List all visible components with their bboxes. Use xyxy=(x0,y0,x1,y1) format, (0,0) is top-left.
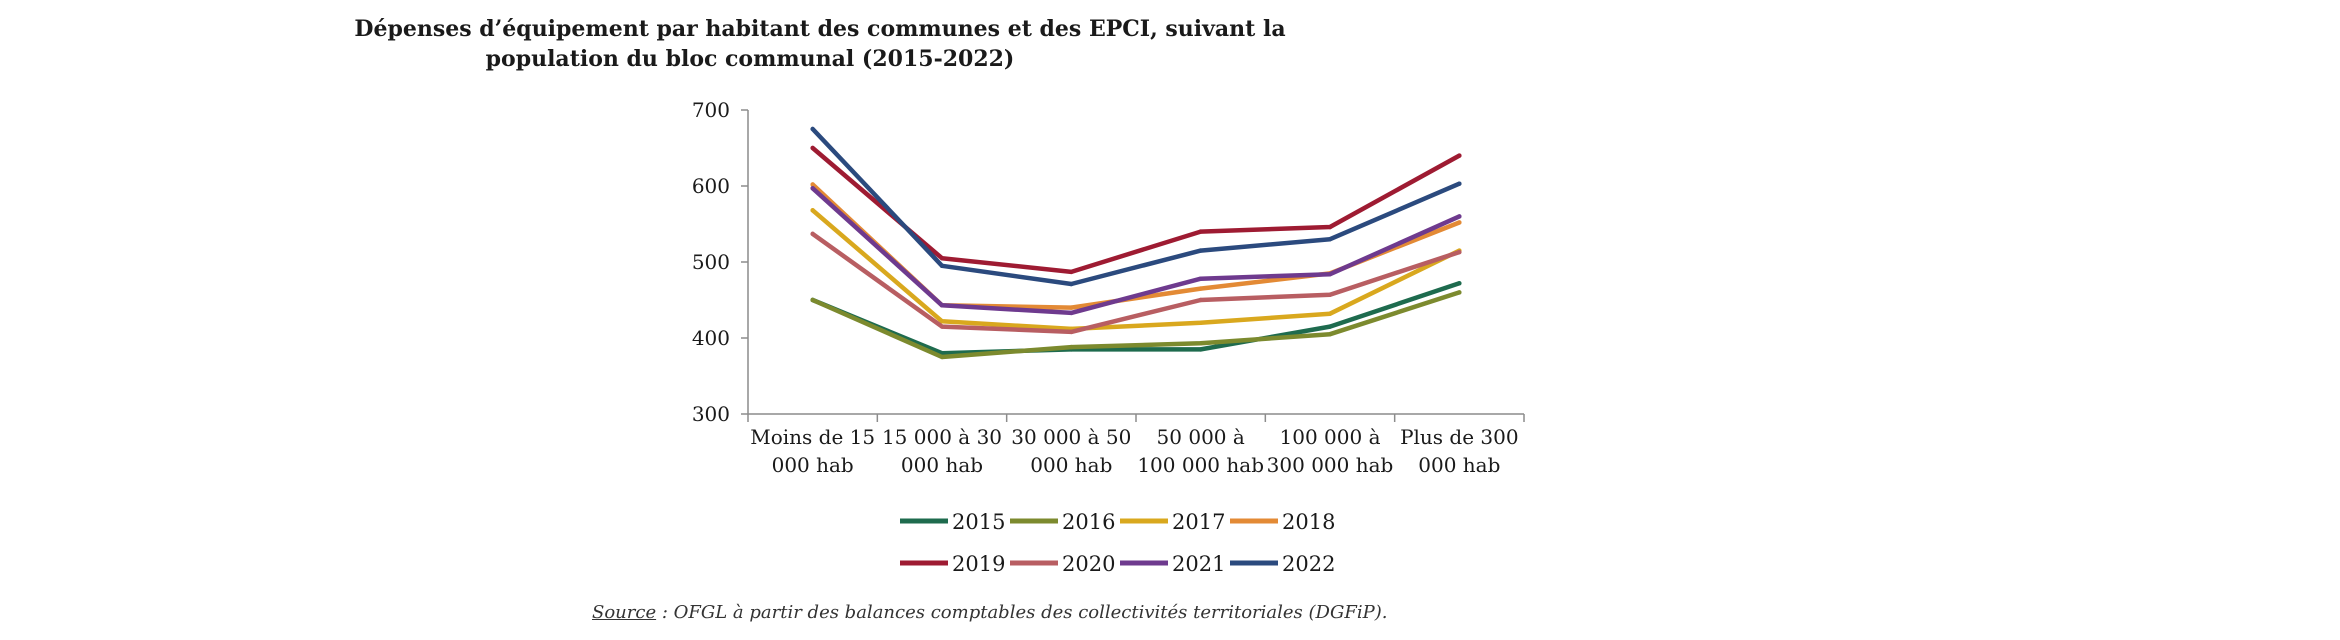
legend-label-2018: 2018 xyxy=(1282,510,1335,534)
series-line-2022 xyxy=(810,126,1462,287)
data-point-2018 xyxy=(1198,286,1203,291)
data-point-2015 xyxy=(1198,347,1203,352)
data-point-2020 xyxy=(1457,249,1462,255)
source-label: Source xyxy=(592,602,657,623)
legend-label-2017: 2017 xyxy=(1172,510,1225,534)
chart-title-line-1: Dépenses d’équipement par habitant des c… xyxy=(354,16,1286,42)
data-point-2017 xyxy=(1198,320,1203,325)
data-point-2016 xyxy=(1327,332,1333,337)
data-point-2020 xyxy=(1198,297,1203,303)
series-line-2016 xyxy=(810,290,1462,360)
chart-title-line-2: population du bloc communal (2015-2022) xyxy=(485,46,1015,72)
y-tick-label: 500 xyxy=(692,250,730,274)
y-tick-label: 400 xyxy=(692,326,730,350)
data-point-2016 xyxy=(939,354,945,360)
data-point-2018 xyxy=(810,182,815,187)
series-line-2021 xyxy=(810,186,1462,316)
x-tick-label: Plus de 300 000 hab xyxy=(1400,425,1519,477)
data-point-2015 xyxy=(1327,324,1333,329)
data-point-2021 xyxy=(1327,271,1333,277)
data-point-2020 xyxy=(1327,292,1333,297)
chart-title: Dépenses d’équipement par habitant des c… xyxy=(0,14,1640,74)
data-point-2018 xyxy=(1457,220,1462,225)
legend-label-2020: 2020 xyxy=(1062,552,1115,576)
y-tick-label: 600 xyxy=(692,174,730,198)
data-point-2016 xyxy=(1457,290,1462,295)
x-tick-label: 50 000 à 100 000 hab xyxy=(1137,425,1264,477)
data-point-2019 xyxy=(1198,229,1203,234)
data-point-2019 xyxy=(810,145,815,151)
data-point-2019 xyxy=(1457,153,1462,158)
series-line-2018 xyxy=(810,182,1462,310)
data-point-2016 xyxy=(1069,344,1074,350)
y-tick-label: 300 xyxy=(692,402,730,426)
data-point-2021 xyxy=(939,303,945,308)
data-point-2022 xyxy=(810,126,815,132)
series-line-2019 xyxy=(810,145,1462,275)
legend-label-2019: 2019 xyxy=(952,552,1005,576)
data-point-2019 xyxy=(1327,224,1333,230)
data-point-2022 xyxy=(1457,181,1462,186)
data-point-2020 xyxy=(939,324,945,329)
data-point-2017 xyxy=(1327,311,1333,316)
legend-label-2015: 2015 xyxy=(952,510,1005,534)
legend-label-2021: 2021 xyxy=(1172,552,1225,576)
data-point-2017 xyxy=(810,208,815,213)
data-point-2016 xyxy=(1198,341,1203,346)
data-point-2022 xyxy=(1069,281,1074,287)
x-tick-label: Moins de 15 000 hab xyxy=(750,425,875,477)
data-point-2018 xyxy=(1069,305,1074,310)
data-point-2021 xyxy=(1457,214,1462,219)
data-point-2022 xyxy=(1327,237,1333,242)
data-point-2017 xyxy=(939,319,945,324)
legend-label-2016: 2016 xyxy=(1062,510,1115,534)
source-text: : OFGL à partir des balances comptables … xyxy=(656,602,1388,623)
data-point-2015 xyxy=(1457,281,1462,286)
data-point-2022 xyxy=(1198,248,1203,253)
data-point-2019 xyxy=(939,256,945,261)
x-tick-label: 100 000 à 300 000 hab xyxy=(1267,425,1394,477)
data-point-2021 xyxy=(810,186,815,191)
data-point-2021 xyxy=(1069,310,1074,316)
data-point-2022 xyxy=(939,263,945,268)
x-tick-label: 30 000 à 50 000 hab xyxy=(1011,425,1131,477)
series-line-2020 xyxy=(810,231,1462,335)
data-point-2021 xyxy=(1198,276,1203,281)
data-point-2016 xyxy=(810,297,815,303)
series-line-2017 xyxy=(810,208,1462,332)
data-point-2019 xyxy=(1069,269,1074,275)
data-point-2020 xyxy=(1069,329,1074,335)
source-note: Source : OFGL à partir des balances comp… xyxy=(592,602,1387,623)
x-tick-label: 15 000 à 30 000 hab xyxy=(882,425,1002,477)
y-tick-label: 700 xyxy=(692,98,730,122)
legend-label-2022: 2022 xyxy=(1282,552,1335,576)
series-line-2015 xyxy=(810,281,1462,356)
data-point-2020 xyxy=(810,231,815,237)
